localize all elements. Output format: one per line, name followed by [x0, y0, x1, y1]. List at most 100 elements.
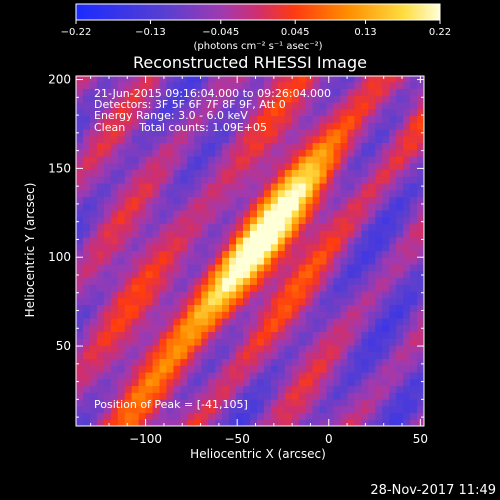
heatmap-cell	[229, 243, 237, 252]
heatmap-cell	[124, 81, 133, 90]
heatmap-cell	[201, 250, 209, 258]
heatmap-cell	[229, 81, 237, 90]
heatmap-cell	[76, 115, 84, 123]
heatmap-cell	[305, 155, 314, 164]
heatmap-cell	[326, 169, 335, 177]
heatmap-cell	[250, 128, 258, 137]
heatmap-cell	[194, 128, 202, 137]
heatmap-cell	[291, 304, 300, 312]
heatmap-cell	[243, 76, 251, 83]
heatmap-cell	[76, 358, 84, 366]
heatmap-cell	[389, 135, 397, 144]
heatmap-cell	[194, 290, 202, 299]
heatmap-cell	[319, 351, 328, 360]
heatmap-cell	[375, 88, 383, 96]
heatmap-cell	[215, 385, 223, 393]
heatmap-cell	[89, 344, 98, 353]
heatmap-cell	[215, 392, 223, 400]
heatmap-cell	[389, 257, 397, 265]
heatmap-cell	[173, 405, 181, 414]
heatmap-cell	[208, 385, 216, 393]
heatmap-cell	[277, 122, 286, 130]
heatmap-cell	[187, 95, 195, 103]
heatmap-cell	[124, 182, 133, 191]
heatmap-cell	[187, 297, 195, 306]
heatmap-cell	[284, 371, 293, 380]
heatmap-cell	[236, 358, 244, 366]
heatmap-cell	[180, 405, 188, 414]
heatmap-cell	[375, 317, 383, 326]
heatmap-cell	[354, 76, 362, 83]
heatmap-cell	[187, 115, 195, 123]
annotation-method-counts: Clean Total counts: 1.09E+05	[94, 121, 267, 134]
heatmap-cell	[298, 250, 307, 258]
heatmap-cell	[382, 412, 390, 420]
heatmap-cell	[250, 223, 258, 231]
heatmap-cell	[243, 365, 251, 373]
heatmap-cell	[424, 257, 432, 264]
heatmap-cell	[76, 176, 84, 184]
heatmap-cell	[76, 385, 84, 393]
heatmap-cell	[326, 176, 335, 184]
heatmap-cell	[96, 324, 105, 333]
heatmap-cell	[152, 297, 161, 306]
heatmap-cell	[138, 203, 147, 211]
heatmap-cell	[194, 243, 202, 252]
heatmap-cell	[229, 257, 237, 265]
heatmap-cell	[250, 311, 258, 319]
heatmap-cell	[263, 128, 272, 137]
heatmap-cell	[229, 169, 237, 177]
heatmap-cell	[368, 108, 376, 117]
heatmap-cell	[305, 270, 314, 279]
heatmap-cell	[187, 324, 195, 333]
heatmap-cell	[326, 317, 335, 326]
heatmap-cell	[82, 398, 91, 407]
heatmap-cell	[187, 338, 195, 346]
heatmap-cell	[340, 101, 349, 110]
heatmap-cell	[89, 324, 98, 333]
heatmap-cell	[284, 101, 293, 110]
heatmap-cell	[173, 338, 181, 346]
heatmap-cell	[256, 412, 265, 420]
heatmap-cell	[124, 284, 133, 292]
heatmap-cell	[354, 412, 362, 420]
heatmap-cell	[277, 304, 286, 312]
annotation-energy-range: Energy Range: 3.0 - 6.0 keV	[94, 109, 248, 122]
heatmap-cell	[424, 156, 432, 163]
heatmap-cell	[131, 392, 140, 400]
heatmap-cell	[159, 209, 168, 218]
heatmap-cell	[201, 412, 209, 420]
heatmap-cell	[152, 216, 161, 225]
heatmap-cell	[382, 338, 390, 346]
heatmap-cell	[194, 365, 202, 373]
heatmap-cell	[326, 182, 335, 191]
heatmap-cell	[368, 290, 376, 299]
heatmap-cell	[82, 263, 91, 272]
heatmap-cell	[368, 236, 376, 245]
heatmap-cell	[138, 304, 147, 312]
heatmap-cell	[145, 101, 154, 110]
heatmap-cell	[396, 324, 404, 333]
heatmap-cell	[298, 223, 307, 231]
heatmap-cell	[368, 392, 376, 400]
heatmap-cell	[173, 169, 181, 177]
heatmap-cell	[215, 196, 223, 204]
heatmap-cell	[173, 257, 181, 265]
heatmap-cell	[354, 189, 362, 198]
heatmap-cell	[201, 243, 209, 252]
heatmap-cell	[138, 419, 147, 426]
heatmap-cell	[347, 371, 355, 380]
heatmap-cell	[284, 176, 293, 184]
heatmap-cell	[396, 128, 404, 137]
heatmap-cell	[236, 277, 244, 285]
heatmap-cell	[375, 311, 383, 319]
heatmap-cell	[131, 358, 140, 366]
heatmap-cell	[76, 196, 84, 204]
heatmap-cell	[417, 290, 424, 299]
heatmap-cell	[312, 398, 321, 407]
heatmap-cell	[368, 351, 376, 360]
heatmap-cell	[319, 263, 328, 272]
heatmap-cell	[145, 135, 154, 144]
heatmap-cell	[263, 297, 272, 306]
heatmap-cell	[319, 155, 328, 164]
